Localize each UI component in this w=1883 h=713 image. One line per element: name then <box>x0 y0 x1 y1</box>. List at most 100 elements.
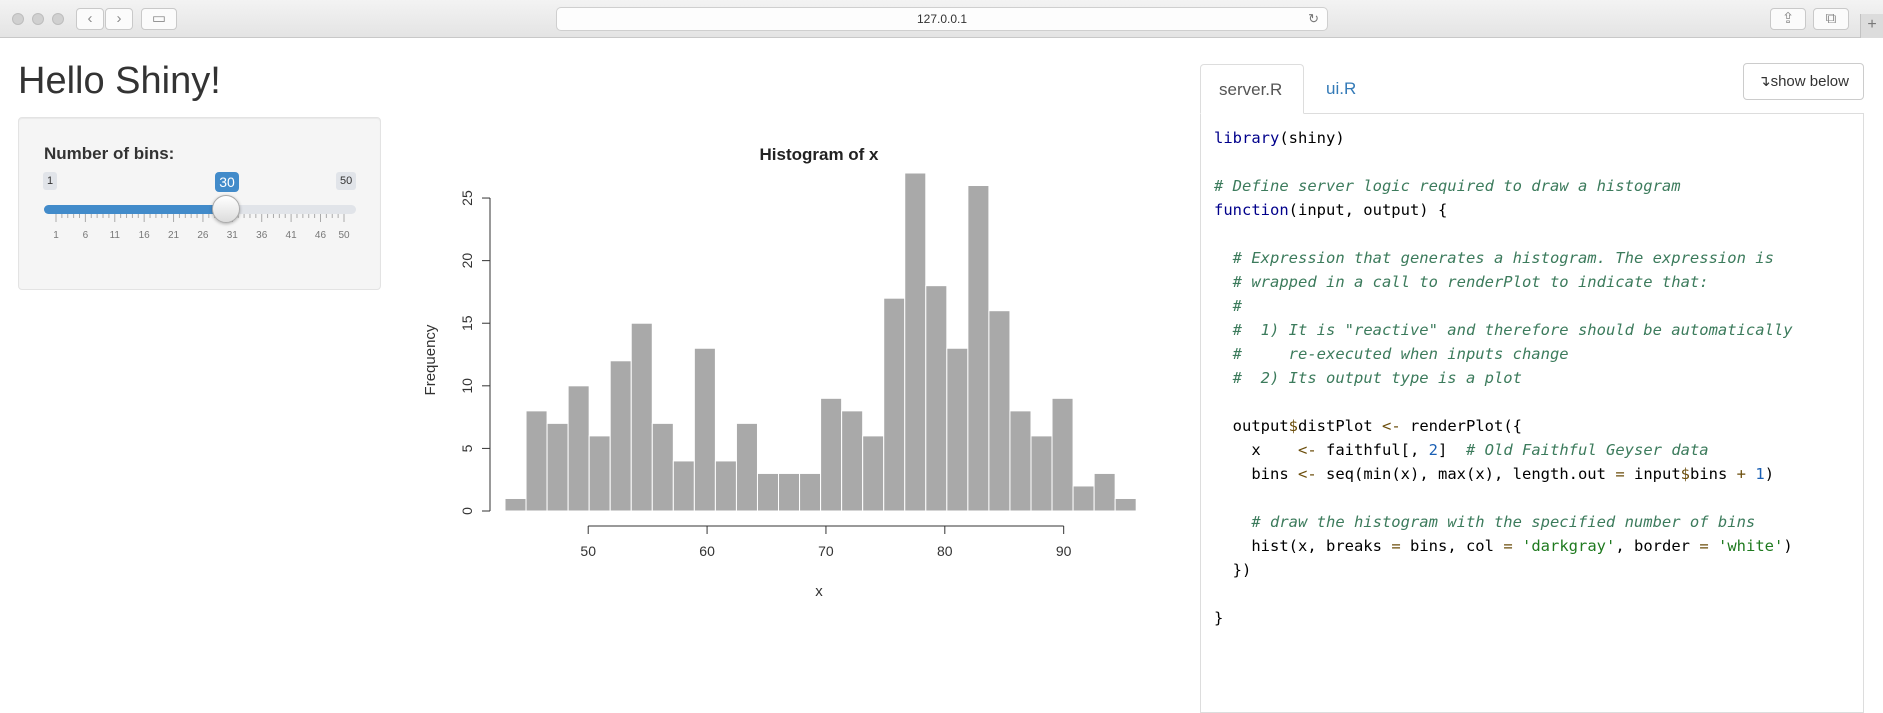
slider-grid-label: 46 <box>314 230 327 241</box>
slider-value-badge: 30 <box>215 172 239 192</box>
histogram-bar <box>925 285 948 512</box>
histogram-bar <box>1114 497 1137 512</box>
histogram-bar <box>883 297 906 512</box>
sidebar-toggle-button[interactable]: ▭ <box>141 8 177 30</box>
browser-toolbar: ‹ › ▭ 127.0.0.1 ↻ ⇪ ⧉ + <box>0 0 1883 38</box>
slider-grid-label: 6 <box>82 230 89 241</box>
code-line: output$distPlot <- renderPlot({ <box>1214 417 1523 435</box>
code-panel: library(shiny) # Define server logic req… <box>1200 113 1864 713</box>
code-line: }) <box>1214 561 1252 579</box>
x-tick-label: 90 <box>1056 543 1072 559</box>
code-line: # re-executed when inputs change <box>1232 345 1569 363</box>
histogram-bar <box>651 422 674 512</box>
slider-grid-label: 26 <box>197 230 209 241</box>
histogram-bar <box>588 435 611 512</box>
y-tick-label: 0 <box>459 507 475 515</box>
code-line: # 1) It is "reactive" and therefore shou… <box>1232 321 1793 339</box>
x-tick-label: 80 <box>937 543 953 559</box>
forward-button[interactable]: › <box>105 8 133 30</box>
slider-grid-label: 31 <box>226 230 238 241</box>
histogram-bar <box>1030 435 1053 512</box>
histogram-bar <box>714 460 737 512</box>
histogram-bar <box>735 422 758 512</box>
histogram-bar <box>504 497 527 512</box>
y-axis: 0 5 10 15 20 25 <box>459 190 491 515</box>
slider-max-label: 50 <box>336 172 357 190</box>
share-icon: ⇪ <box>1781 10 1795 27</box>
slider-handle[interactable] <box>212 195 241 223</box>
tabs-icon: ⧉ <box>1825 10 1837 27</box>
code-line: bins <- seq(min(x), max(x), length.out =… <box>1214 465 1775 483</box>
y-axis-label: Frequency <box>422 324 439 395</box>
share-button[interactable]: ⇪ <box>1770 8 1806 30</box>
histogram-bar <box>1009 410 1032 512</box>
slider-grid-label: 16 <box>138 230 150 241</box>
minimize-window-icon[interactable] <box>32 13 44 25</box>
tab-label: server.R <box>1219 80 1283 99</box>
page-title: Hello Shiny! <box>18 60 221 102</box>
code-line: } <box>1214 609 1224 627</box>
histogram-bar <box>988 310 1011 512</box>
code-line: # Define server logic required to draw a… <box>1214 177 1681 195</box>
tab-ui-r[interactable]: ui.R <box>1308 64 1374 114</box>
histogram-bar <box>967 185 990 512</box>
y-tick-label: 25 <box>459 190 475 206</box>
code-line: # wrapped in a call to renderPlot to ind… <box>1232 273 1709 291</box>
tab-server-r[interactable]: server.R <box>1200 64 1304 114</box>
histogram-bar <box>778 472 801 512</box>
code-line <box>1214 150 1793 174</box>
plus-icon: + <box>1867 16 1877 33</box>
histogram-bar <box>904 172 927 512</box>
x-axis-label: x <box>815 583 823 600</box>
chevron-right-icon: › <box>116 10 122 27</box>
source-code: library(shiny) # Define server logic req… <box>1214 126 1793 630</box>
code-line: # Expression that generates a histogram.… <box>1232 249 1774 267</box>
code-line <box>1214 582 1793 606</box>
reload-icon[interactable]: ↻ <box>1308 11 1319 26</box>
code-line: function(input, output) { <box>1214 201 1448 219</box>
histogram-bar <box>1051 397 1074 512</box>
slider-grid-label: 11 <box>109 230 120 241</box>
x-tick-label: 60 <box>699 543 715 559</box>
histogram-bar <box>820 397 843 512</box>
slider-track[interactable] <box>44 205 356 214</box>
slider-grid-label: 41 <box>285 230 297 241</box>
code-line: x <- faithful[, 2] # Old Faithful Geyser… <box>1214 441 1709 459</box>
histogram-bar <box>862 435 885 512</box>
show-below-button[interactable]: ↴show below <box>1743 63 1864 100</box>
histogram-bar <box>1093 472 1116 512</box>
histogram-bar <box>525 410 548 512</box>
histogram-bar <box>1072 485 1095 512</box>
x-tick-label: 50 <box>580 543 596 559</box>
histogram-bar <box>630 322 653 512</box>
histogram-bar <box>672 460 695 512</box>
new-tab-button[interactable]: + <box>1860 14 1883 38</box>
slider-grid-label: 50 <box>338 230 350 241</box>
tabs-overview-button[interactable]: ⧉ <box>1813 8 1849 30</box>
address-bar[interactable]: 127.0.0.1 ↻ <box>556 7 1328 31</box>
histogram-bar <box>841 410 864 512</box>
code-line: hist(x, breaks = bins, col = 'darkgray',… <box>1214 537 1793 555</box>
histogram-bars <box>504 172 1137 512</box>
slider-fill <box>44 205 229 214</box>
code-line: # draw the histogram with the specified … <box>1251 513 1756 531</box>
show-below-label: show below <box>1770 73 1849 90</box>
zoom-window-icon[interactable] <box>52 13 64 25</box>
code-line <box>1214 222 1793 246</box>
histogram-bar <box>609 360 632 512</box>
y-tick-label: 20 <box>459 253 475 269</box>
histogram-bar <box>693 347 716 512</box>
close-window-icon[interactable] <box>12 13 24 25</box>
y-tick-label: 5 <box>459 444 475 452</box>
y-tick-label: 10 <box>459 378 475 394</box>
code-line: library(shiny) <box>1214 129 1345 147</box>
back-button[interactable]: ‹ <box>76 8 104 30</box>
y-tick-label: 15 <box>459 315 475 331</box>
slider-grid-label: 36 <box>256 230 268 241</box>
code-line: # <box>1232 297 1243 315</box>
slider-min-label: 1 <box>43 172 58 190</box>
x-axis: 50 60 70 80 90 <box>580 525 1072 559</box>
code-line: # 2) Its output type is a plot <box>1232 369 1522 387</box>
sidebar-icon: ▭ <box>151 10 167 27</box>
x-tick-label: 70 <box>818 543 834 559</box>
